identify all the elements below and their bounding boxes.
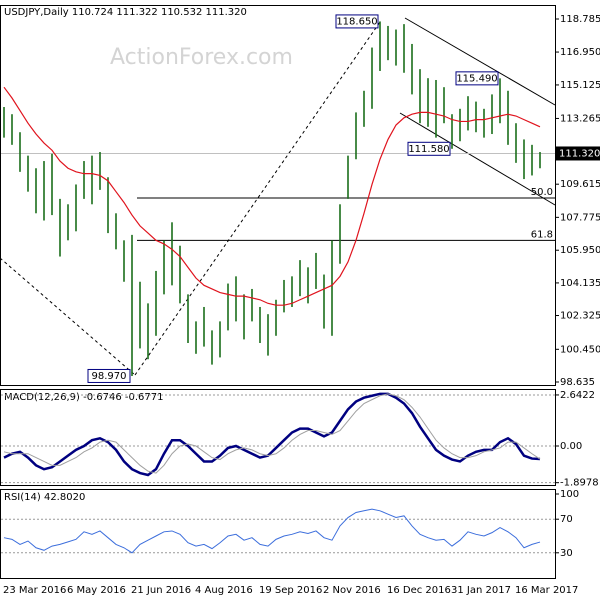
annotation-box <box>335 14 379 29</box>
macd-title: MACD(12,26,9) -0.6746 -0.6771 <box>4 392 164 403</box>
fib-label: 61.8 <box>531 229 553 240</box>
x-tick-label: 2 Nov 2016 <box>323 585 381 596</box>
y-tick-label: 104.135 <box>560 278 600 289</box>
x-tick-label: 23 Mar 2016 <box>3 585 66 596</box>
y-tick-label: 105.950 <box>560 245 600 256</box>
y-tick-label: 118.785 <box>560 14 600 25</box>
y-tick-label: 113.265 <box>560 113 600 124</box>
indicator-line <box>3 393 541 474</box>
last-price-label: 111.320 <box>559 148 600 159</box>
y-tick-label: 2.6422 <box>560 390 595 401</box>
y-tick-label: 70 <box>560 514 573 525</box>
channel-line <box>404 17 556 106</box>
y-tick-label: 100 <box>560 489 579 500</box>
y-tick-label: 0.00 <box>560 441 582 452</box>
y-tick-label: 100.450 <box>560 344 600 355</box>
x-tick-label: 16 Mar 2017 <box>515 585 578 596</box>
x-tick-label: 31 Jan 2017 <box>451 585 511 596</box>
price-title: USDJPY,Daily 110.724 111.322 110.532 111… <box>4 7 247 18</box>
rsi-title: RSI(14) 42.8020 <box>4 492 85 503</box>
rsi-panel <box>0 489 556 579</box>
annotation-label: 111.580 <box>408 144 449 155</box>
y-tick-label: 109.615 <box>560 179 600 190</box>
x-tick-label: 16 Dec 2016 <box>387 585 451 596</box>
macd-panel <box>0 389 556 486</box>
annotation-box <box>407 141 451 156</box>
y-tick-label: 116.950 <box>560 47 600 58</box>
y-tick-label: 30 <box>560 548 573 559</box>
annotation-box <box>87 368 131 383</box>
x-tick-label: 6 May 2016 <box>67 585 126 596</box>
annotation-label: 118.650 <box>336 16 377 27</box>
y-tick-label: 102.325 <box>560 311 600 322</box>
annotation-label: 98.970 <box>92 371 127 382</box>
fib-label: 50.0 <box>531 187 553 198</box>
indicator-line <box>3 392 541 477</box>
y-tick-label: -1.8978 <box>560 478 599 489</box>
annotation-label: 115.490 <box>456 73 497 84</box>
channel-line <box>399 112 556 206</box>
moving-average <box>3 86 541 306</box>
x-tick-label: 19 Sep 2016 <box>259 585 322 596</box>
last-price-box <box>555 146 600 161</box>
x-tick-label: 21 Jun 2016 <box>131 585 191 596</box>
y-tick-label: 107.775 <box>560 212 600 223</box>
y-tick-label: 115.125 <box>560 80 600 91</box>
indicator-line <box>3 508 541 554</box>
annotation-box <box>455 71 499 86</box>
y-tick-label: 98.635 <box>560 377 595 388</box>
x-tick-label: 4 Aug 2016 <box>195 585 253 596</box>
price-panel <box>0 5 556 386</box>
watermark: ActionForex.com <box>110 45 293 70</box>
